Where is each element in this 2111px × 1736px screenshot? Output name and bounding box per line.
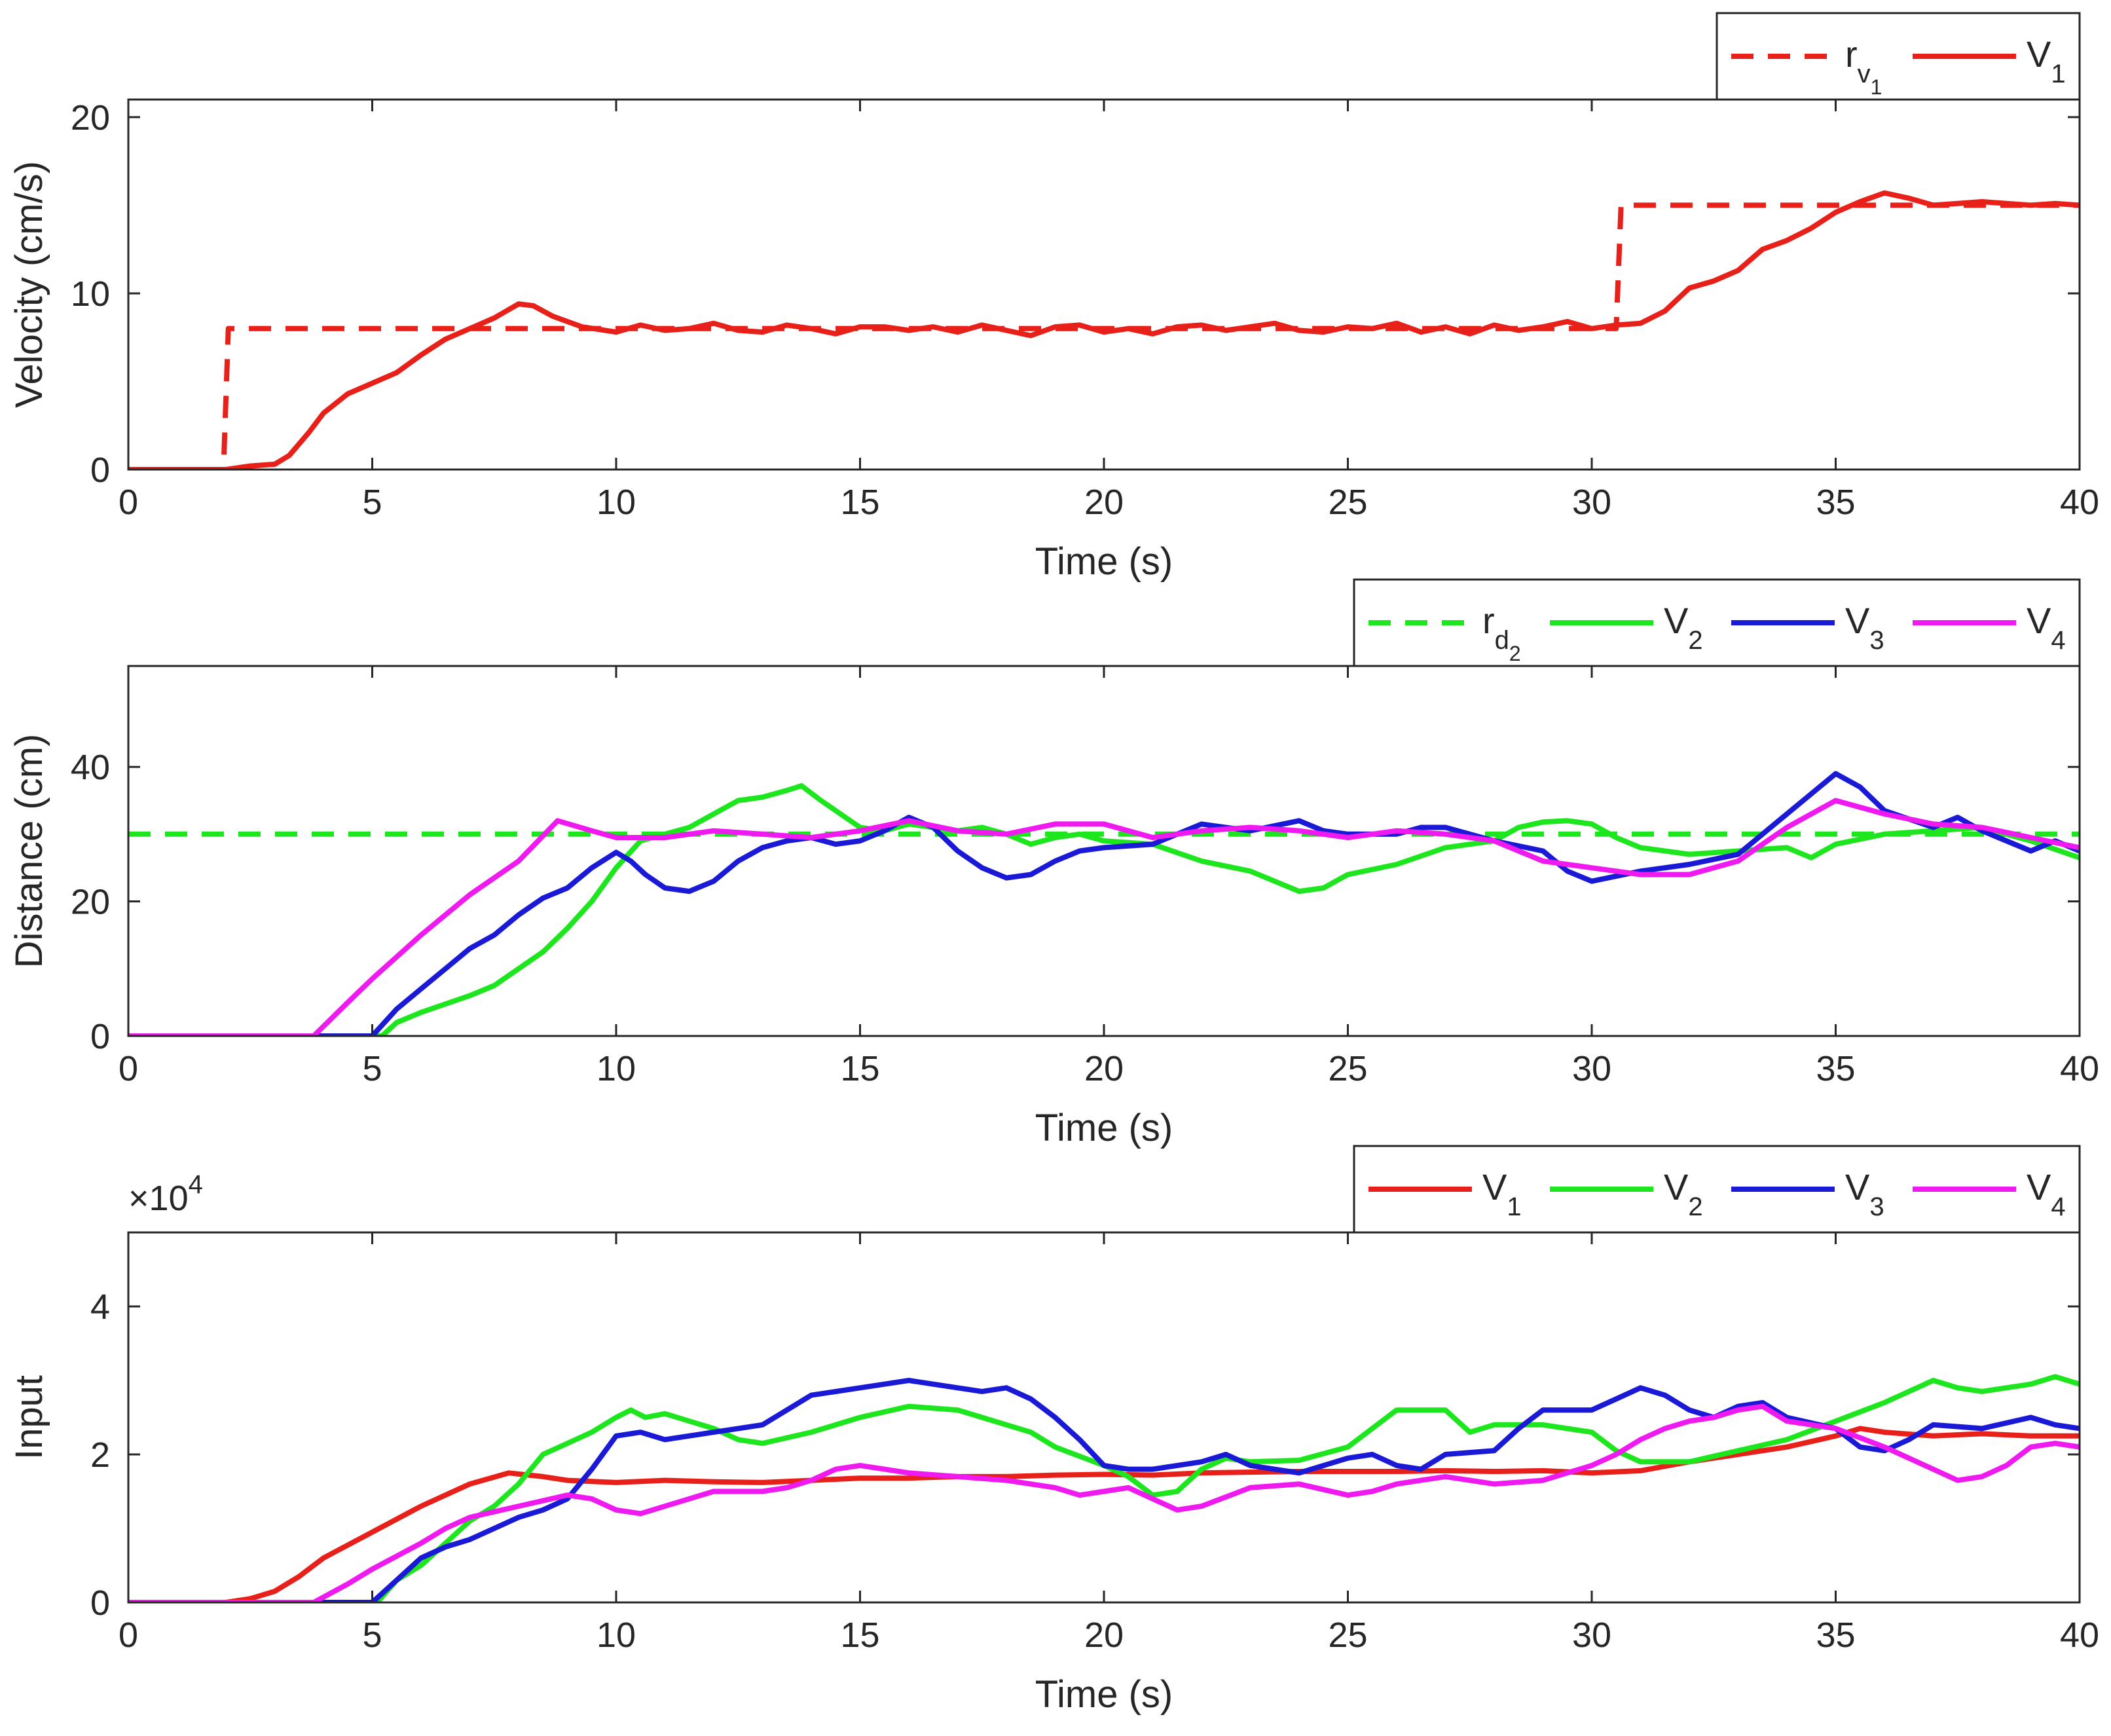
x-tick-label: 5	[362, 1049, 382, 1088]
y-tick-label: 2	[90, 1435, 110, 1475]
x-tick-label: 10	[597, 1616, 636, 1655]
y-tick-label: 20	[71, 98, 110, 138]
x-tick-label: 5	[362, 1616, 382, 1655]
axes-box	[127, 1231, 2081, 1604]
legend-label-sub: 3	[1869, 626, 1884, 655]
series-line-v3	[128, 771, 2080, 1036]
y-tick-label: 0	[90, 451, 110, 490]
x-tick-label: 15	[840, 1049, 879, 1088]
legend: V1 V2 V3 V4	[1353, 1145, 2081, 1234]
legend-label-sub: 1	[1507, 1192, 1521, 1221]
x-tick-label: 5	[362, 483, 382, 522]
series-line-v1	[128, 1426, 2080, 1602]
x-tick-label: 35	[1816, 1049, 1855, 1088]
y-axis-label: Distance (cm)	[8, 734, 50, 969]
x-tick-label: 40	[2060, 1616, 2099, 1655]
x-tick-label: 15	[840, 483, 879, 522]
series-line-v3	[128, 1378, 2080, 1602]
x-tick-label: 15	[840, 1616, 879, 1655]
y-tick-label: 20	[71, 883, 110, 922]
legend-label-sub2: 1	[1871, 75, 1882, 99]
y-tick-label: 4	[90, 1287, 110, 1327]
legend-label-sub: 4	[2051, 1192, 2065, 1221]
series-group	[128, 1374, 2080, 1602]
x-tick-label: 10	[597, 1049, 636, 1088]
x-tick-label: 30	[1572, 1049, 1611, 1088]
legend-label-sub: 4	[2051, 626, 2065, 655]
x-tick-label: 25	[1328, 1616, 1367, 1655]
legend-label-sub: 1	[2051, 60, 2065, 88]
axes-box	[127, 665, 2081, 1037]
x-tick-label: 0	[119, 1616, 138, 1655]
x-tick-label: 25	[1328, 483, 1367, 522]
axes-box	[127, 98, 2081, 471]
series-line-v4	[128, 1403, 2080, 1602]
x-axis-label: Time (s)	[1035, 540, 1173, 583]
distance-panel: 0 5 10 15 20 25 30 35 40 0 20 40 Time (s) Distance (c…	[8, 578, 2099, 1149]
legend-label-sub2: 2	[1509, 642, 1521, 665]
series-group	[128, 771, 2080, 1036]
series-group	[128, 190, 2080, 470]
x-tick-label: 25	[1328, 1049, 1367, 1088]
series-line-v1	[128, 190, 2080, 470]
y-axis-label: Input	[8, 1375, 50, 1460]
x-tick-label: 10	[597, 483, 636, 522]
x-tick-label: 30	[1572, 483, 1611, 522]
velocity-panel: 0 5 10 15 20 25 30 35 40 0 10 20 Time (s) Velocity (c…	[8, 12, 2099, 583]
series-line-v2	[128, 783, 2080, 1036]
y-axis-label: Velocity (cm/s)	[8, 161, 50, 408]
x-tick-label: 35	[1816, 1616, 1855, 1655]
x-tick-label: 35	[1816, 483, 1855, 522]
x-tick-label: 20	[1084, 1049, 1124, 1088]
y-tick-label: 0	[90, 1017, 110, 1056]
x-axis-label: Time (s)	[1035, 1673, 1173, 1716]
x-tick-label: 40	[2060, 1049, 2099, 1088]
x-tick-label: 0	[119, 483, 138, 522]
x-tick-label: 40	[2060, 483, 2099, 522]
legend-label-sub: 3	[1869, 1192, 1884, 1221]
x-tick-label: 0	[119, 1049, 138, 1088]
x-axis-label: Time (s)	[1035, 1107, 1173, 1149]
legend-label-sub: v	[1858, 60, 1871, 88]
legend-label-sub: d	[1495, 626, 1509, 655]
y-exponent-power: 4	[189, 1170, 203, 1199]
x-tick-label: 20	[1084, 483, 1124, 522]
input-panel: 0 5 10 15 20 25 30 35 40 0 2 4 Time (s) Input ×104 V1 V2…	[8, 1145, 2099, 1716]
y-tick-label: 40	[71, 748, 110, 787]
legend-label-sub: 2	[1688, 1192, 1702, 1221]
series-line-v4	[128, 798, 2080, 1036]
y-tick-label: 10	[71, 274, 110, 314]
x-tick-label: 30	[1572, 1616, 1611, 1655]
x-tick-label: 20	[1084, 1616, 1124, 1655]
y-exponent-label: ×104	[128, 1170, 203, 1218]
y-tick-label: 0	[90, 1583, 110, 1623]
legend-label-sub: 2	[1688, 626, 1702, 655]
